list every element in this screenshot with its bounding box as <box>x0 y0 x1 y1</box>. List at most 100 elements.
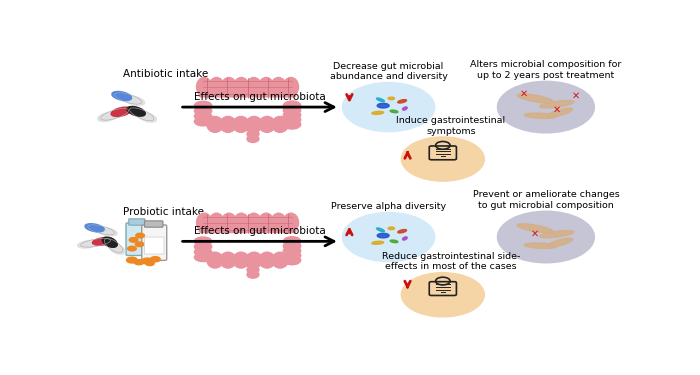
Ellipse shape <box>372 241 384 244</box>
Ellipse shape <box>220 252 236 268</box>
Ellipse shape <box>246 213 261 232</box>
Ellipse shape <box>112 92 132 100</box>
Ellipse shape <box>284 101 301 110</box>
Ellipse shape <box>258 78 274 96</box>
Circle shape <box>150 256 160 262</box>
Ellipse shape <box>377 228 384 232</box>
Circle shape <box>342 82 435 132</box>
Text: Decrease gut microbial
abundance and diversity: Decrease gut microbial abundance and div… <box>330 62 447 81</box>
Ellipse shape <box>110 244 125 254</box>
Ellipse shape <box>111 107 132 117</box>
FancyBboxPatch shape <box>144 221 163 227</box>
Circle shape <box>342 213 435 262</box>
Ellipse shape <box>197 213 211 232</box>
FancyBboxPatch shape <box>126 223 148 255</box>
FancyBboxPatch shape <box>129 219 145 225</box>
Ellipse shape <box>284 242 301 250</box>
Ellipse shape <box>207 252 223 268</box>
Ellipse shape <box>195 237 211 246</box>
Ellipse shape <box>247 271 259 278</box>
Ellipse shape <box>207 117 223 132</box>
Ellipse shape <box>247 126 259 133</box>
Text: Effects on gut microbiota: Effects on gut microbiota <box>194 92 326 102</box>
Ellipse shape <box>517 224 553 233</box>
Ellipse shape <box>247 135 259 142</box>
Circle shape <box>401 137 484 181</box>
Text: ✕: ✕ <box>520 89 528 99</box>
Circle shape <box>135 242 144 246</box>
Ellipse shape <box>233 252 249 268</box>
Ellipse shape <box>540 100 574 108</box>
Ellipse shape <box>195 248 211 256</box>
Ellipse shape <box>284 213 298 232</box>
Ellipse shape <box>388 97 395 100</box>
Ellipse shape <box>398 100 407 103</box>
Text: ✕: ✕ <box>531 229 539 239</box>
Ellipse shape <box>372 111 384 114</box>
Ellipse shape <box>209 213 224 232</box>
Ellipse shape <box>284 115 301 125</box>
Text: Induce gastrointestinal
symptoms: Induce gastrointestinal symptoms <box>396 116 505 135</box>
Ellipse shape <box>272 252 288 268</box>
Ellipse shape <box>85 224 104 232</box>
Ellipse shape <box>247 261 259 268</box>
Circle shape <box>127 246 136 251</box>
Ellipse shape <box>246 252 262 268</box>
Ellipse shape <box>247 266 259 273</box>
Ellipse shape <box>195 242 211 251</box>
Text: Antibiotic intake: Antibiotic intake <box>122 69 208 79</box>
Ellipse shape <box>221 213 237 232</box>
Ellipse shape <box>284 255 301 265</box>
Ellipse shape <box>377 104 389 108</box>
Circle shape <box>127 257 137 263</box>
Ellipse shape <box>388 227 395 230</box>
Circle shape <box>498 81 594 133</box>
Ellipse shape <box>258 213 274 232</box>
Circle shape <box>134 260 144 265</box>
FancyBboxPatch shape <box>144 237 164 254</box>
Ellipse shape <box>209 78 224 96</box>
Ellipse shape <box>233 117 249 132</box>
Ellipse shape <box>195 253 211 262</box>
Circle shape <box>141 258 153 264</box>
Circle shape <box>498 211 594 263</box>
Ellipse shape <box>125 96 144 105</box>
Ellipse shape <box>540 230 574 238</box>
Ellipse shape <box>284 246 301 255</box>
Ellipse shape <box>271 213 286 232</box>
Circle shape <box>401 273 484 317</box>
Ellipse shape <box>195 106 211 115</box>
Ellipse shape <box>284 106 301 115</box>
Ellipse shape <box>234 213 249 232</box>
FancyBboxPatch shape <box>141 225 167 260</box>
Ellipse shape <box>398 230 407 233</box>
Circle shape <box>136 233 144 238</box>
Ellipse shape <box>377 233 389 238</box>
Text: Prevent or ameliorate changes
to gut microbial composition: Prevent or ameliorate changes to gut mic… <box>473 190 620 210</box>
Text: Reduce gastrointestinal side-
effects in most of the cases: Reduce gastrointestinal side- effects in… <box>382 252 520 271</box>
Ellipse shape <box>390 240 398 243</box>
Ellipse shape <box>546 108 573 117</box>
Ellipse shape <box>127 106 146 116</box>
Ellipse shape <box>524 113 556 118</box>
Ellipse shape <box>284 251 301 260</box>
Ellipse shape <box>259 117 275 132</box>
Ellipse shape <box>221 78 237 96</box>
FancyBboxPatch shape <box>199 83 296 98</box>
Ellipse shape <box>246 78 261 96</box>
Ellipse shape <box>284 237 301 246</box>
Ellipse shape <box>546 238 573 248</box>
Ellipse shape <box>402 107 407 110</box>
Ellipse shape <box>220 117 236 132</box>
Ellipse shape <box>138 112 157 122</box>
Ellipse shape <box>272 117 288 132</box>
Ellipse shape <box>92 237 113 245</box>
FancyBboxPatch shape <box>199 219 296 233</box>
Text: Alters microbial composition for
up to 2 years post treatment: Alters microbial composition for up to 2… <box>470 60 622 80</box>
Ellipse shape <box>102 237 118 248</box>
Ellipse shape <box>78 240 99 248</box>
Text: Preserve alpha diversity: Preserve alpha diversity <box>331 202 446 211</box>
Ellipse shape <box>247 256 259 264</box>
Ellipse shape <box>246 117 262 132</box>
Ellipse shape <box>98 112 118 122</box>
